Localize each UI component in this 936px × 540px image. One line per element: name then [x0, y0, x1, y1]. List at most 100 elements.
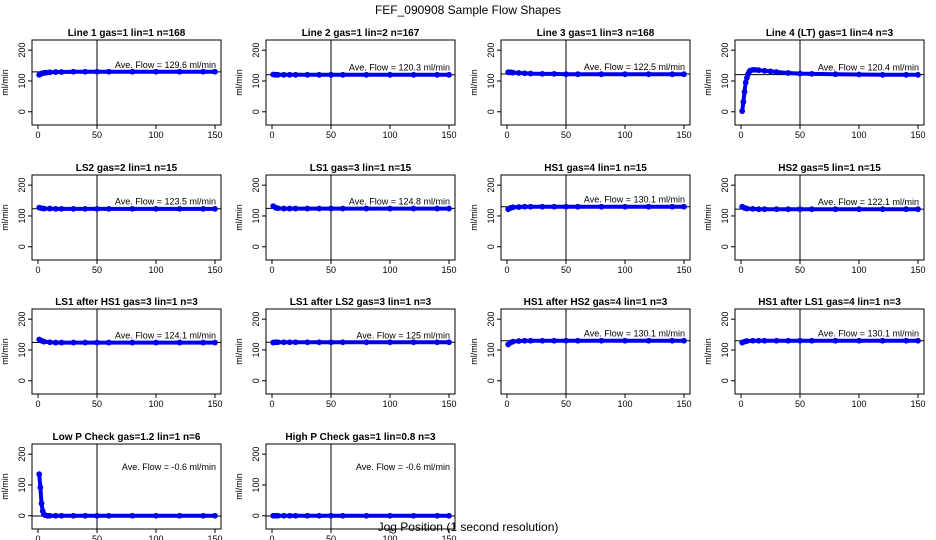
plot-frame [734, 174, 925, 261]
flow-trace [740, 338, 920, 345]
y-axis-label: ml/min [703, 204, 713, 231]
data-point [515, 70, 522, 76]
y-tick-label: 0 [251, 513, 261, 518]
data-point [363, 205, 370, 212]
data-point [176, 339, 183, 346]
y-axis-label: ml/min [234, 69, 244, 96]
x-tick-label: 150 [207, 265, 222, 275]
y-tick-label: 200 [17, 447, 27, 462]
data-point [832, 337, 839, 344]
data-point [41, 205, 47, 212]
data-point [521, 203, 528, 210]
panel-title: High P Check gas=1 lin=0.8 n=3 [285, 432, 436, 443]
data-point [749, 66, 756, 73]
data-point [153, 512, 159, 519]
x-tick-label: 150 [441, 534, 456, 540]
x-tick-label: 100 [148, 130, 163, 140]
y-axis-label: ml/min [0, 473, 10, 500]
y-tick-label: 0 [17, 244, 27, 249]
x-tick-label: 50 [92, 265, 102, 275]
data-point [387, 71, 393, 78]
data-point [539, 337, 546, 344]
data-point [622, 337, 628, 344]
data-point [755, 337, 762, 344]
data-point [749, 205, 756, 212]
data-point [304, 71, 311, 78]
data-point [879, 337, 886, 344]
shared-x-axis-label: Jog Position (1 second resolution) [378, 520, 559, 534]
data-point [316, 205, 323, 212]
data-point [785, 206, 792, 213]
average-flow-annotation: Ave. Flow = -0.6 ml/min [122, 462, 216, 472]
panel-7: HS1 gas=4 lin=1 n=15 0 50 100 150 0 100 200 ml/m… [469, 163, 692, 275]
data-point [808, 206, 815, 213]
panel-title: HS1 gas=4 lin=1 n=15 [544, 163, 647, 174]
y-tick-label: 0 [251, 378, 261, 383]
data-point [645, 203, 652, 210]
data-point [286, 71, 293, 78]
data-point [551, 70, 558, 77]
flow-trace [271, 204, 451, 211]
data-point [446, 71, 452, 78]
data-point [915, 71, 921, 78]
data-point [521, 70, 528, 77]
data-point [598, 203, 605, 210]
panel-title: Line 4 (LT) gas=1 lin=4 n=3 [766, 28, 894, 39]
x-tick-label: 50 [561, 399, 571, 409]
data-point [539, 203, 546, 210]
y-tick-label: 200 [486, 178, 496, 193]
data-point [563, 337, 569, 344]
panel-title: LS2 gas=2 lin=1 n=15 [76, 163, 178, 174]
x-tick-label: 150 [207, 399, 222, 409]
data-point [153, 339, 159, 346]
y-axis-label: ml/min [234, 473, 244, 500]
data-point [749, 337, 756, 344]
x-tick-label: 100 [617, 265, 632, 275]
data-point [434, 71, 441, 78]
y-axis-label: ml/min [469, 204, 479, 231]
data-point [903, 337, 910, 344]
data-point [36, 471, 43, 478]
y-tick-label: 0 [486, 244, 496, 249]
data-point [200, 68, 207, 75]
y-tick-label: 200 [251, 43, 261, 58]
data-point [280, 512, 287, 519]
y-axis-label: ml/min [703, 338, 713, 365]
panel-title: Line 1 gas=1 lin=1 n=168 [68, 28, 186, 39]
x-tick-label: 50 [561, 130, 571, 140]
x-tick-label: 50 [326, 534, 336, 540]
data-point [773, 206, 780, 213]
y-axis-label: ml/min [234, 204, 244, 231]
flow-trace [506, 204, 686, 212]
data-point [832, 71, 839, 78]
average-flow-annotation: Ave. Flow = 120.3 ml/min [349, 63, 450, 73]
y-axis-label: ml/min [469, 69, 479, 96]
average-flow-annotation: Ave. Flow = 130.1 ml/min [584, 329, 685, 339]
y-tick-label: 100 [720, 342, 730, 357]
data-point [744, 205, 750, 212]
y-tick-label: 0 [486, 109, 496, 114]
panel-title: Low P Check gas=1.2 lin=1 n=6 [53, 432, 201, 443]
x-tick-label: 0 [269, 534, 274, 540]
data-point [176, 512, 183, 519]
data-point [52, 339, 59, 346]
average-flow-annotation: Ave. Flow = 120.4 ml/min [818, 63, 919, 73]
average-flow-annotation: Ave. Flow = -0.6 ml/min [356, 462, 450, 472]
data-point [527, 337, 534, 344]
y-tick-label: 0 [486, 378, 496, 383]
panel-title: HS1 after LS1 gas=4 lin=1 n=3 [758, 297, 901, 308]
data-point [903, 206, 910, 213]
data-point [200, 205, 207, 212]
data-point [740, 99, 747, 105]
x-tick-label: 100 [148, 399, 163, 409]
data-point [410, 71, 417, 78]
data-point [286, 339, 293, 346]
panel-title: LS1 gas=3 lin=1 n=15 [310, 163, 412, 174]
data-point [669, 203, 676, 210]
x-tick-label: 150 [676, 399, 691, 409]
panel-8: HS2 gas=5 lin=1 n=15 0 50 100 150 0 100 200 ml/m… [703, 163, 926, 275]
data-point [129, 68, 136, 75]
data-point [797, 70, 803, 77]
data-point [52, 69, 59, 75]
data-point [176, 205, 183, 212]
